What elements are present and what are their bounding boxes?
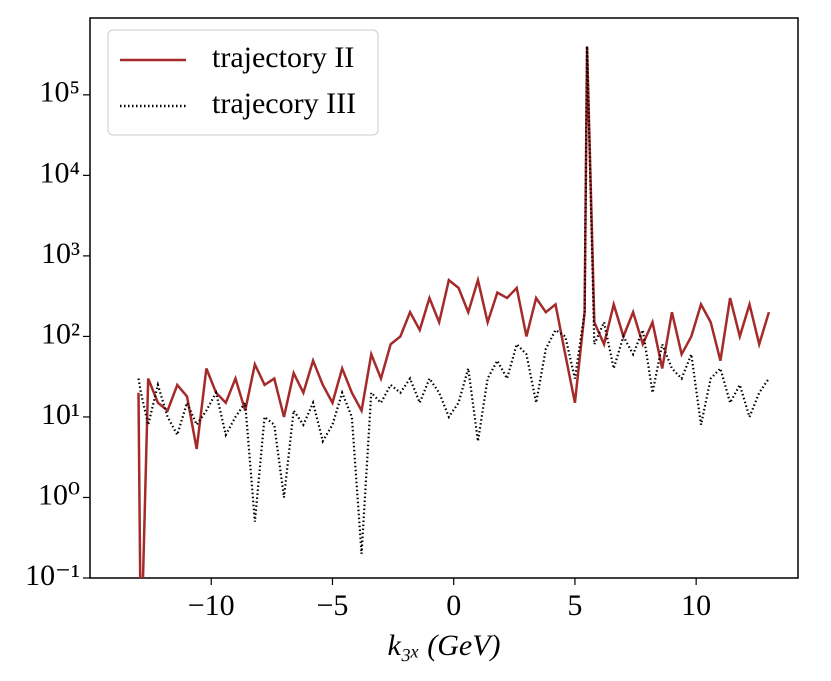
y-tick-label: 10¹	[41, 398, 80, 431]
x-tick-label: 10	[681, 589, 711, 622]
y-tick-label: 10⁻¹	[25, 559, 80, 592]
y-tick-label: 10²	[41, 317, 80, 350]
y-tick-label: 10⁴	[40, 156, 80, 189]
plot-frame	[89, 17, 799, 579]
x-tick-label: −5	[317, 589, 349, 622]
legend-label: trajectory II	[212, 41, 354, 74]
legend-label: trajecory III	[212, 87, 356, 120]
y-tick-label: 10⁵	[40, 76, 80, 109]
x-tick-label: 0	[446, 589, 461, 622]
x-tick-label: 5	[567, 589, 582, 622]
legend-box	[107, 29, 379, 136]
x-tick-label: −10	[188, 589, 235, 622]
plot-area	[137, 46, 771, 578]
y-tick-label: 10³	[41, 237, 80, 270]
y-tick-label: 10⁰	[38, 478, 80, 511]
x-axis-label: k₃ₓ (GeV)	[387, 629, 500, 662]
data-line	[137, 46, 771, 578]
